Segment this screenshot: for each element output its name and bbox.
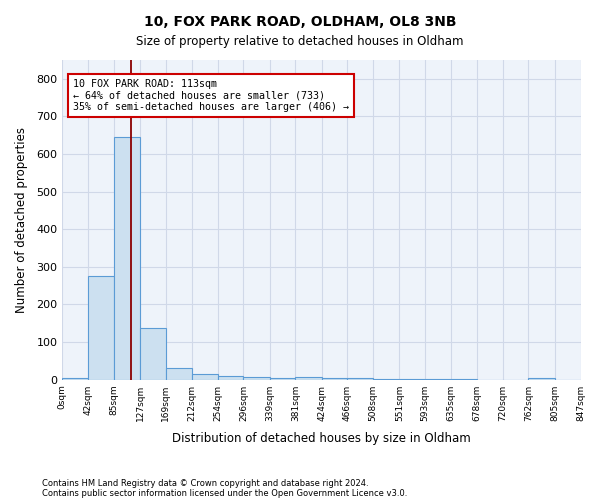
Bar [88, 276, 115, 380]
Text: 10 FOX PARK ROAD: 113sqm
← 64% of detached houses are smaller (733)
35% of semi-: 10 FOX PARK ROAD: 113sqm ← 64% of detach… [73, 79, 349, 112]
Text: Contains HM Land Registry data © Crown copyright and database right 2024.: Contains HM Land Registry data © Crown c… [42, 478, 368, 488]
Bar [166, 368, 192, 380]
Text: 10, FOX PARK ROAD, OLDHAM, OL8 3NB: 10, FOX PARK ROAD, OLDHAM, OL8 3NB [144, 15, 456, 29]
Bar [192, 374, 218, 380]
Bar [373, 378, 400, 380]
Bar [62, 378, 88, 380]
Bar [140, 328, 166, 380]
Bar [218, 376, 244, 380]
Bar [244, 377, 270, 380]
Bar [295, 376, 322, 380]
Y-axis label: Number of detached properties: Number of detached properties [15, 127, 28, 313]
X-axis label: Distribution of detached houses by size in Oldham: Distribution of detached houses by size … [172, 432, 471, 445]
Bar [529, 378, 555, 380]
Text: Size of property relative to detached houses in Oldham: Size of property relative to detached ho… [136, 35, 464, 48]
Bar [322, 378, 347, 380]
Text: Contains public sector information licensed under the Open Government Licence v3: Contains public sector information licen… [42, 488, 407, 498]
Bar [115, 137, 140, 380]
Bar [347, 378, 373, 380]
Bar [270, 378, 295, 380]
